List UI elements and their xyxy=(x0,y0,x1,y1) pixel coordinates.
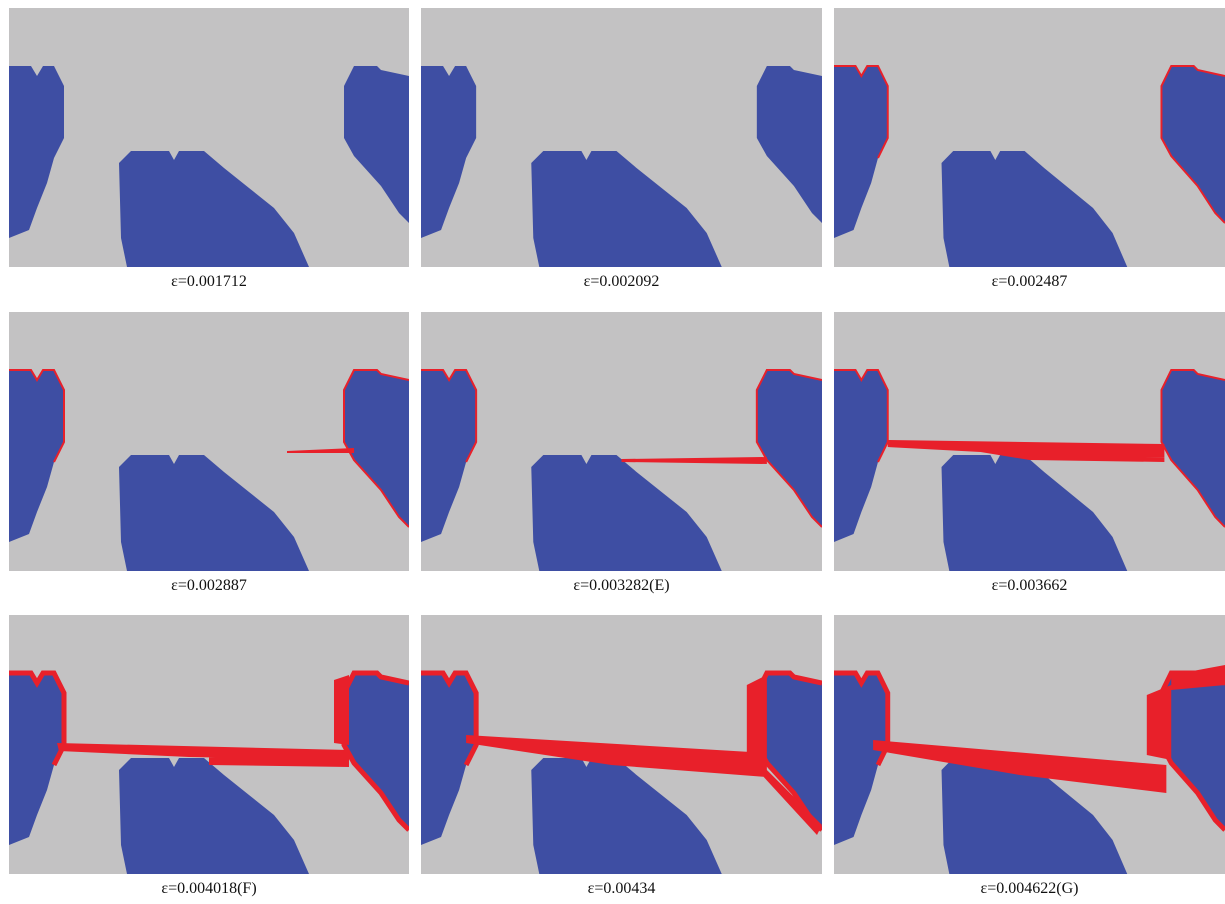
caption: ε=0.002487 xyxy=(834,267,1225,297)
panel: ε=0.003662 xyxy=(834,312,1225,601)
simulation-image xyxy=(834,8,1225,267)
panel: ε=0.002092 xyxy=(421,8,822,297)
caption: ε=0.001712 xyxy=(9,267,409,297)
simulation-image xyxy=(421,8,822,267)
panel: ε=0.002887 xyxy=(9,312,409,601)
caption: ε=0.004622(G) xyxy=(834,874,1225,904)
simulation-image xyxy=(9,8,409,267)
panel: ε=0.002487 xyxy=(834,8,1225,297)
caption: ε=0.004018(F) xyxy=(9,874,409,904)
caption: ε=0.003282(E) xyxy=(421,571,822,601)
panel: ε=0.003282(E) xyxy=(421,312,822,601)
caption: ε=0.003662 xyxy=(834,571,1225,601)
simulation-image xyxy=(9,312,409,571)
caption: ε=0.002092 xyxy=(421,267,822,297)
panel: ε=0.004622(G) xyxy=(834,615,1225,904)
simulation-image xyxy=(834,312,1225,571)
caption: ε=0.00434 xyxy=(421,874,822,904)
caption: ε=0.002887 xyxy=(9,571,409,601)
figure: ε=0.001712 ε=0.002092 ε=0.002487 ε=0.002887… xyxy=(0,0,1225,899)
simulation-image xyxy=(9,615,409,874)
panel: ε=0.004018(F) xyxy=(9,615,409,904)
panel: ε=0.00434 xyxy=(421,615,822,904)
simulation-image xyxy=(834,615,1225,874)
panel: ε=0.001712 xyxy=(9,8,409,297)
simulation-image xyxy=(421,312,822,571)
simulation-image xyxy=(421,615,822,874)
